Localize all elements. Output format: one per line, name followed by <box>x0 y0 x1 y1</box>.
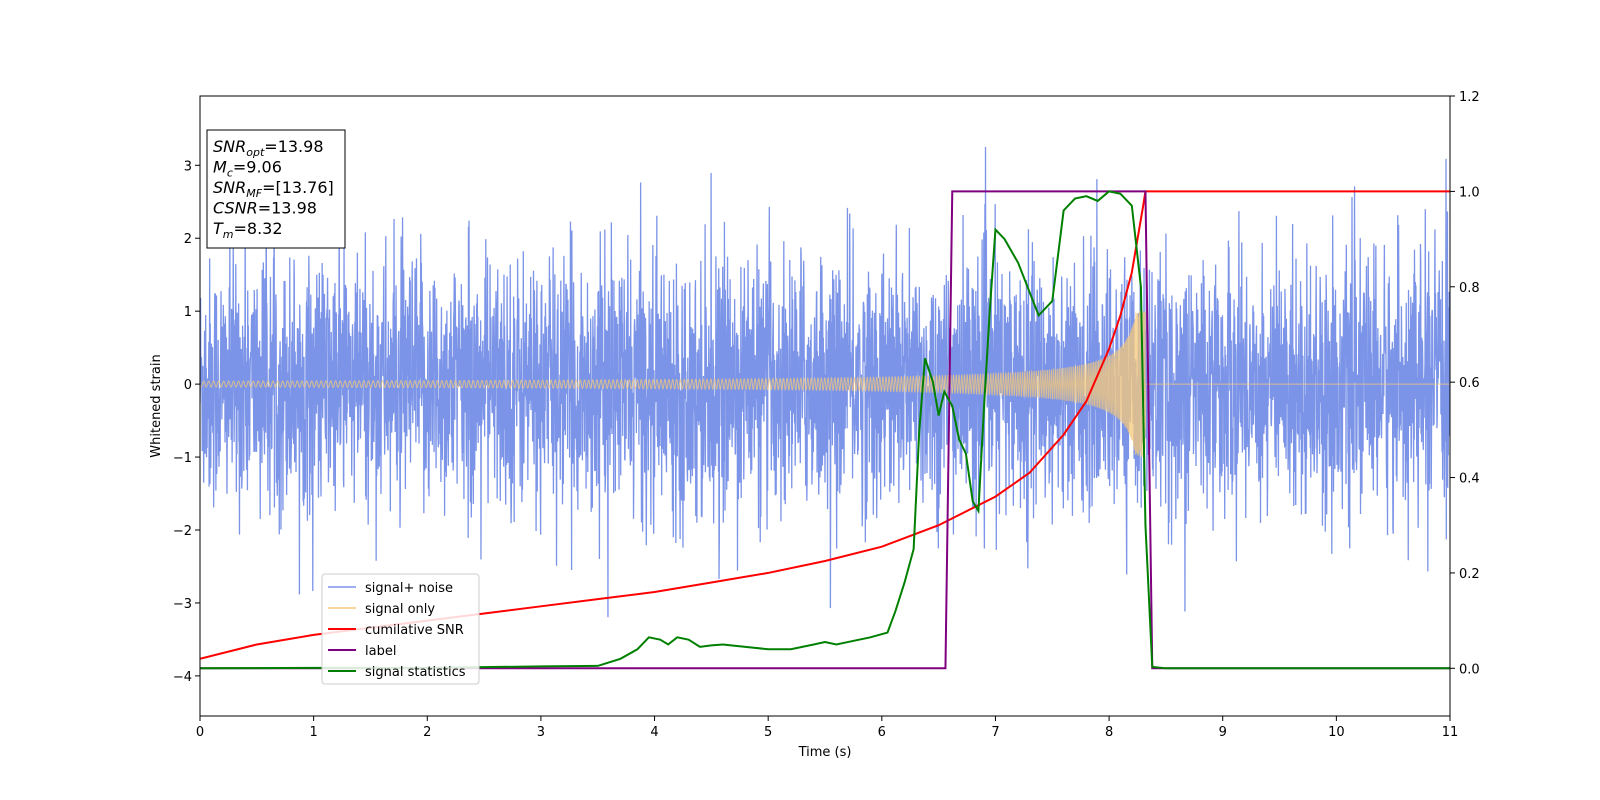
y2-tick-label: 0.0 <box>1459 662 1480 677</box>
legend-label: label <box>365 644 396 659</box>
plot-frame <box>199 95 1451 717</box>
legend-label: cumilative SNR <box>365 623 464 638</box>
series-signal-noise <box>200 146 1450 618</box>
x-tick-label: 10 <box>1328 725 1345 740</box>
y2-tick-label: 0.6 <box>1459 376 1480 391</box>
x-tick-label: 3 <box>537 725 545 740</box>
y2-tick-label: 1.2 <box>1459 90 1480 105</box>
series-signal-statistics <box>200 190 1450 670</box>
x-tick-label: 4 <box>650 725 658 740</box>
annotation-line: Tm=8.32 <box>213 219 283 241</box>
x-tick-label: 8 <box>1105 725 1113 740</box>
annotation-box: SNRopt=13.98Mc=9.06SNRMF=[13.76]CSNR=13.… <box>206 129 346 249</box>
annotation-line: CSNR=13.98 <box>213 199 317 218</box>
x-tick-label: 1 <box>309 725 317 740</box>
x-tick-label: 6 <box>878 725 886 740</box>
y2-tick-label: 1.0 <box>1459 185 1480 200</box>
y-tick-label: 0 <box>184 378 192 393</box>
y-tick-label: 1 <box>184 305 192 320</box>
annotation-frame <box>206 129 346 249</box>
x-tick-label: 0 <box>196 725 204 740</box>
x-tick-label: 5 <box>764 725 772 740</box>
x-tick-label: 7 <box>991 725 999 740</box>
axes-layer: 0 1 2 3 4 5 6 7 8 9 10 11 −4 −3 −2 −1 0 1 2 3 0.0 0.2 0.4 0.6 0.… <box>173 90 1480 740</box>
x-axis-label: Time (s) <box>798 745 852 760</box>
y-tick-label: −4 <box>173 670 192 685</box>
x-tick-label: 2 <box>423 725 431 740</box>
legend-label: signal+ noise <box>365 581 453 596</box>
y2-tick-label: 0.2 <box>1459 567 1480 582</box>
legend-frame <box>321 573 480 685</box>
x-tick-label: 11 <box>1442 725 1459 740</box>
y2-tick-label: 0.4 <box>1459 472 1480 487</box>
series-signal-only <box>200 311 1450 458</box>
y-tick-label: 2 <box>184 232 192 247</box>
annotation-line: Mc=9.06 <box>213 158 282 180</box>
x-tick-label: 9 <box>1219 725 1227 740</box>
legend-label: signal statistics <box>365 665 466 680</box>
legend-label: signal only <box>365 602 435 617</box>
y-axis-label: Whitened strain <box>149 354 164 457</box>
legend: signal+ noise signal only cumilative SNR la… <box>321 573 480 685</box>
y-tick-label: −1 <box>173 451 192 466</box>
y-tick-label: −3 <box>173 597 192 612</box>
y-tick-label: −2 <box>173 524 192 539</box>
y-tick-label: 3 <box>184 159 192 174</box>
annotation-line: SNRopt=13.98 <box>213 137 324 159</box>
annotation-line: SNRMF=[13.76] <box>213 178 334 200</box>
y2-tick-label: 0.8 <box>1459 281 1480 296</box>
